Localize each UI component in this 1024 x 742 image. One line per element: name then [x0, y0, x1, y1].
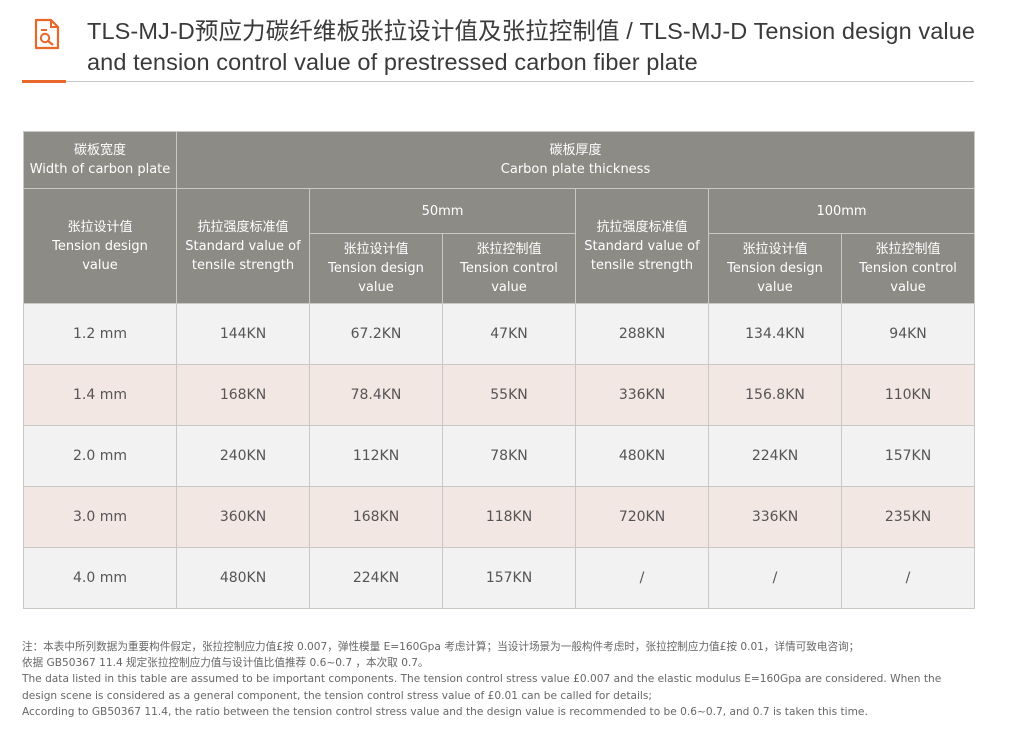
control-100-cell: 157KN: [840, 425, 976, 487]
note-line: design scene is considered as a general …: [22, 689, 652, 702]
design-header-50: 张拉设计值 Tension design value: [309, 233, 443, 304]
note-line: According to GB50367 11.4, the ratio bet…: [22, 705, 868, 718]
design-100-cell: 224KN: [708, 425, 842, 487]
width-cell: 2.0 mm: [23, 425, 177, 487]
strength-100-cell: 336KN: [575, 364, 709, 426]
page-header: TLS-MJ-D预应力碳纤维板张拉设计值及张拉控制值 / TLS-MJ-D Te…: [22, 12, 976, 84]
strength-50-cell: 240KN: [176, 425, 310, 487]
strength-100-cell: 288KN: [575, 303, 709, 365]
design-50-cell: 67.2KN: [309, 303, 443, 365]
table-row: 1.4 mm 168KN 78.4KN 55KN 336KN 156.8KN 1…: [23, 364, 976, 426]
footnotes: 注：本表中所列数据为重要构件假定，张拉控制应力值£按 0.007，弹性模量 E=…: [22, 639, 982, 720]
width-cell: 3.0 mm: [23, 486, 177, 548]
control-50-cell: 157KN: [442, 547, 576, 609]
design-header-100: 张拉设计值 Tension design value: [708, 233, 842, 304]
note-line: 依据 GB50367 11.4 规定张拉控制应力值与设计值比值推荐 0.6~0.…: [22, 657, 429, 670]
title-divider: [66, 81, 974, 82]
design-50-cell: 78.4KN: [309, 364, 443, 426]
control-header-100: 张拉控制值 Tension control value: [840, 233, 976, 304]
strength-50-cell: 144KN: [176, 303, 310, 365]
strength-50-cell: 360KN: [176, 486, 310, 548]
thickness-100-header: 100mm: [707, 188, 976, 234]
thickness-50-header: 50mm: [309, 188, 576, 234]
thickness-header: 碳板厚度 Carbon plate thickness: [175, 131, 976, 189]
design-50-cell: 224KN: [309, 547, 443, 609]
strength-50-cell: 168KN: [176, 364, 310, 426]
design-100-cell: 336KN: [708, 486, 842, 548]
design-100-cell: 156.8KN: [708, 364, 842, 426]
control-50-cell: 47KN: [442, 303, 576, 365]
control-50-cell: 78KN: [442, 425, 576, 487]
control-50-cell: 118KN: [442, 486, 576, 548]
table-row: 2.0 mm 240KN 112KN 78KN 480KN 224KN 157K…: [23, 425, 976, 487]
strength-50-cell: 480KN: [176, 547, 310, 609]
design-100-cell: /: [708, 547, 842, 609]
control-100-cell: 235KN: [840, 486, 976, 548]
width-cell: 1.2 mm: [23, 303, 177, 365]
control-header-50: 张拉控制值 Tension control value: [442, 233, 576, 304]
note-line: The data listed in this table are assume…: [22, 673, 942, 686]
control-100-cell: 110KN: [840, 364, 976, 426]
title-accent-bar: [22, 80, 66, 83]
strength-header-100: 抗拉强度标准值 Standard value of tensile streng…: [575, 188, 709, 304]
page-title: TLS-MJ-D预应力碳纤维板张拉设计值及张拉控制值 / TLS-MJ-D Te…: [87, 18, 976, 75]
strength-100-cell: 720KN: [575, 486, 709, 548]
width-header: 碳板宽度 Width of carbon plate: [23, 131, 177, 189]
design-50-cell: 112KN: [309, 425, 443, 487]
design-100-cell: 134.4KN: [708, 303, 842, 365]
design-50-cell: 168KN: [309, 486, 443, 548]
control-100-cell: 94KN: [840, 303, 976, 365]
table-row: 4.0 mm 480KN 224KN 157KN / / /: [23, 547, 976, 609]
width-cell: 4.0 mm: [23, 547, 177, 609]
note-line: 注：本表中所列数据为重要构件假定，张拉控制应力值£按 0.007，弹性模量 E=…: [22, 641, 860, 653]
row-label-header: 张拉设计值 Tension design value: [23, 188, 177, 304]
control-100-cell: /: [840, 547, 976, 609]
tension-spec-table: 碳板宽度 Width of carbon plate 碳板厚度 Carbon p…: [23, 131, 976, 609]
table-row: 3.0 mm 360KN 168KN 118KN 720KN 336KN 235…: [23, 486, 976, 548]
table-row: 1.2 mm 144KN 67.2KN 47KN 288KN 134.4KN 9…: [23, 303, 976, 365]
document-ruler-icon: [34, 18, 60, 50]
strength-100-cell: /: [575, 547, 709, 609]
strength-header-50: 抗拉强度标准值 Standard value of tensile streng…: [176, 188, 310, 304]
control-50-cell: 55KN: [442, 364, 576, 426]
strength-100-cell: 480KN: [575, 425, 709, 487]
width-cell: 1.4 mm: [23, 364, 177, 426]
